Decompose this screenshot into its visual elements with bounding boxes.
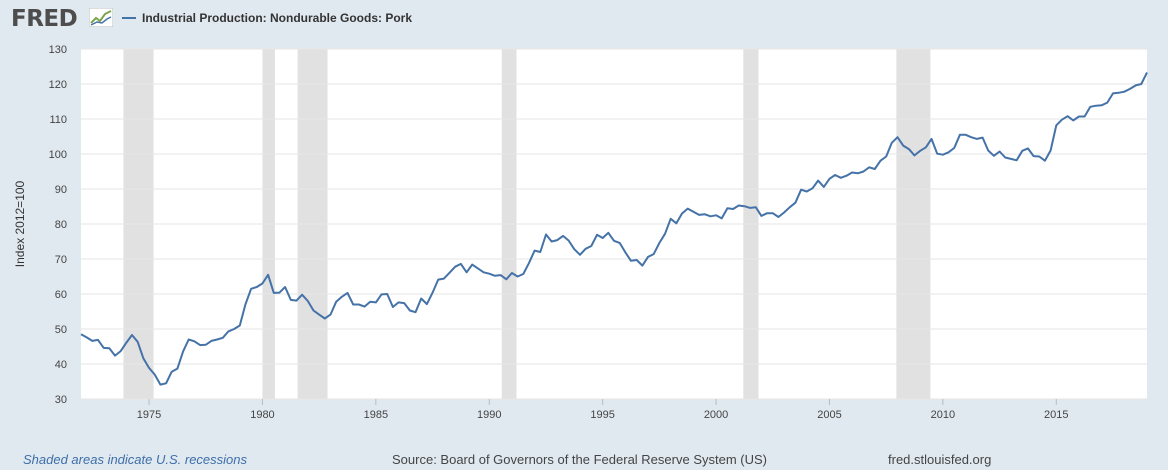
x-tick-label: 2010 (931, 409, 955, 421)
x-tick-label: 1995 (590, 409, 614, 421)
chart-header: FRED Industrial Production: Nondurable G… (0, 0, 1168, 40)
gridlines-group (81, 48, 1147, 400)
x-tick-label: 2015 (1044, 409, 1068, 421)
y-tick-label: 130 (49, 44, 67, 56)
y-tick-label: 80 (55, 219, 67, 231)
source-text: Source: Board of Governors of the Federa… (392, 452, 767, 467)
fred-logo[interactable]: FRED (11, 6, 78, 32)
x-tick-label: 1990 (477, 409, 501, 421)
x-tick-label: 1980 (250, 409, 274, 421)
chart-legend: Industrial Production: Nondurable Goods:… (122, 11, 412, 25)
legend-series-label: Industrial Production: Nondurable Goods:… (142, 11, 413, 25)
x-tick-label: 1975 (137, 409, 161, 421)
recession-note[interactable]: Shaded areas indicate U.S. recessions (23, 452, 248, 467)
y-tick-label: 110 (49, 114, 67, 126)
y-tick-labels-group: 30 40 50 60 70 80 90 100 110 120 130 (49, 44, 67, 406)
y-tick-label: 100 (49, 149, 67, 161)
y-tick-label: 90 (55, 184, 67, 196)
y-axis-title: Index 2012=100 (13, 180, 27, 267)
y-tick-label: 70 (55, 254, 67, 266)
legend-swatch (122, 17, 136, 19)
series-line (80, 72, 1148, 386)
y-tick-label: 50 (55, 324, 67, 336)
x-tick-labels-group: 1975 1980 1985 1990 1995 2000 2005 2010 2015 (137, 399, 1069, 421)
series-group (80, 72, 1148, 386)
y-tick-label: 120 (49, 79, 67, 91)
fred-logo-graph-icon (89, 8, 113, 27)
y-tick-label: 40 (55, 359, 67, 371)
source-url[interactable]: fred.stlouisfed.org (888, 452, 992, 467)
y-tick-label: 60 (55, 289, 67, 301)
x-tick-label: 2000 (704, 409, 728, 421)
y-tick-label: 30 (55, 394, 67, 406)
x-tick-label: 2005 (817, 409, 841, 421)
x-tick-label: 1985 (364, 409, 388, 421)
